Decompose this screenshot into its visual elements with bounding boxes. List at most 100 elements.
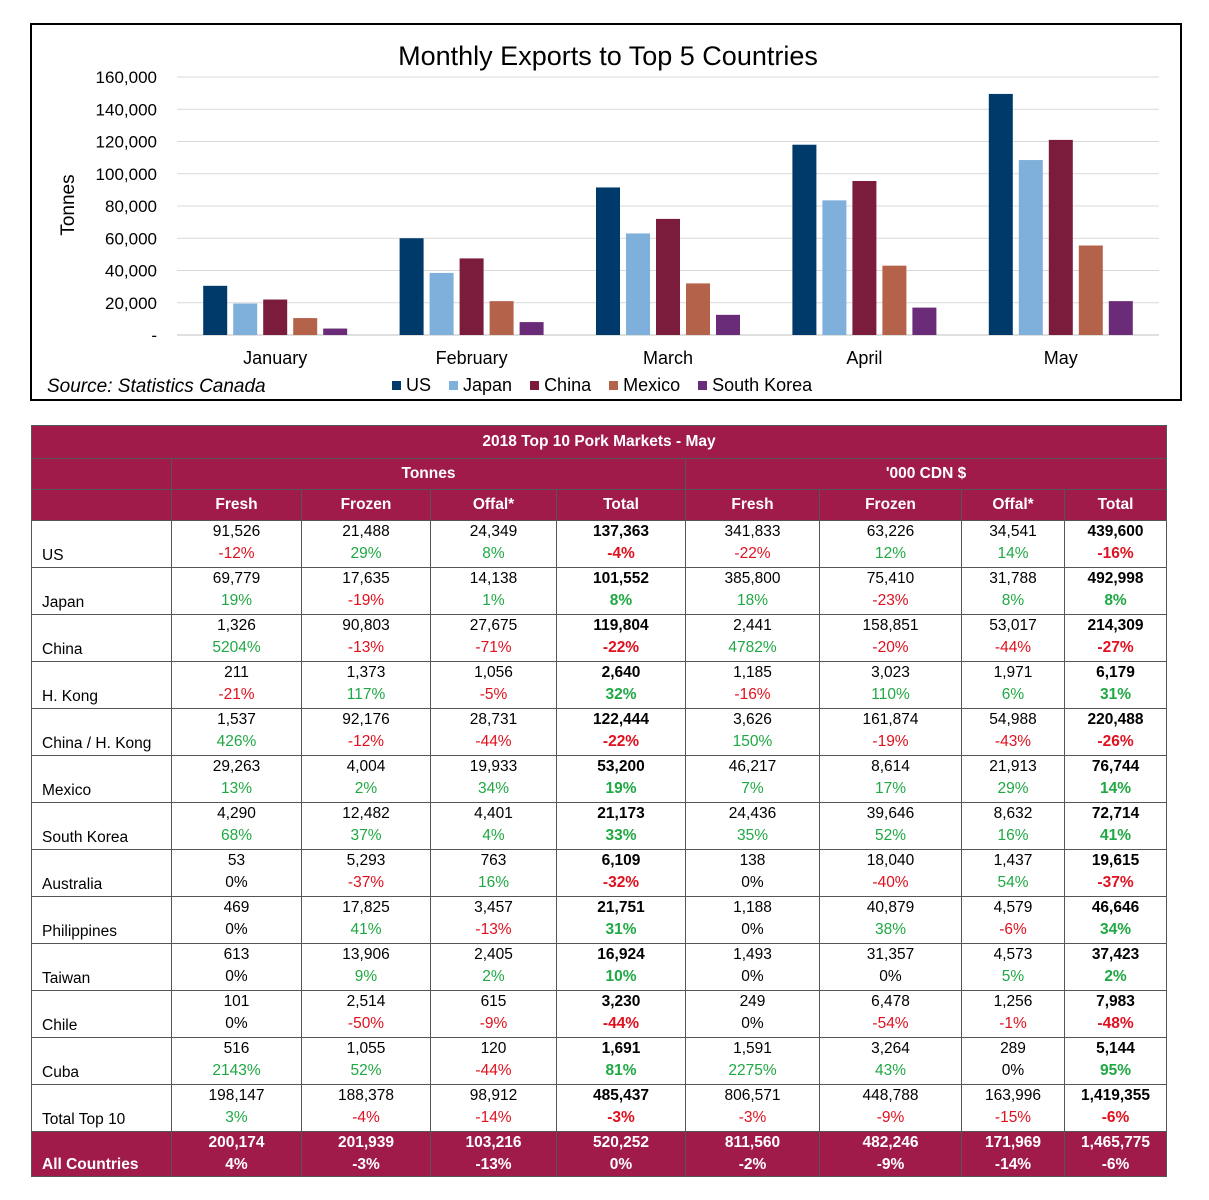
column-header: Frozen: [301, 489, 431, 521]
cell-value: 3,023: [871, 664, 910, 681]
group-header-value: '000 CDN $: [684, 458, 1168, 490]
country-label: China: [31, 614, 172, 662]
cell-value: 6,109: [601, 852, 641, 869]
bar-us-january: [203, 285, 228, 335]
y-tick-label: 160,000: [96, 68, 157, 87]
cell-change: -54%: [872, 1015, 909, 1032]
cell-change: -6%: [1101, 1156, 1130, 1173]
cell-value: 4,573: [993, 946, 1033, 963]
table-cell: 211 -21%: [171, 661, 302, 709]
table-row: China 1,326 5204% 90,803 -13% 27,675 -71% 119,8…: [31, 614, 1168, 662]
source-label: Source:: [47, 376, 113, 397]
cell-change: 2143%: [212, 1062, 261, 1079]
cell-change: -9%: [479, 1015, 508, 1032]
table-cell: 2,405 2%: [430, 943, 557, 991]
country-label: China / H. Kong: [31, 708, 172, 756]
table-cell: 1,419,355 -6%: [1063, 1084, 1168, 1132]
cell-change: -32%: [602, 874, 640, 891]
table-cell: 4,401 4%: [430, 802, 557, 850]
cell-value: 1,691: [601, 1040, 641, 1057]
cell-value: 120: [480, 1040, 507, 1057]
table-cell: 214,309 -27%: [1063, 614, 1168, 662]
bar-us-april: [792, 144, 817, 335]
cell-change: -37%: [347, 874, 385, 891]
table-cell: 138 0%: [685, 849, 820, 897]
cell-value: 13,906: [342, 946, 390, 963]
y-axis-label: Tonnes: [58, 174, 79, 235]
cell-value: 341,833: [724, 523, 781, 540]
table-cell: 137,363 -4%: [556, 520, 686, 568]
table-cell: 21,751 31%: [556, 896, 686, 944]
cell-value: 615: [480, 993, 507, 1010]
cell-value: 19,933: [469, 758, 518, 775]
group-header-tonnes: Tonnes: [171, 458, 686, 490]
bar-china-february: [459, 258, 484, 335]
country-label: Cuba: [31, 1037, 172, 1085]
cell-value: 1,185: [733, 664, 772, 681]
cell-value: 21,488: [342, 523, 390, 540]
cell-change: 0%: [225, 874, 248, 891]
table-cell: 1,188 0%: [685, 896, 820, 944]
cell-value: 54,988: [989, 711, 1037, 728]
cell-change: 0%: [741, 968, 764, 985]
x-tick-label: May: [1044, 348, 1078, 368]
table-cell: 34,541 14%: [961, 520, 1065, 568]
bar-china-january: [263, 299, 288, 335]
cell-change: 0%: [1001, 1062, 1025, 1079]
table-cell: 249 0%: [685, 990, 820, 1038]
table-cell: 2,640 32%: [556, 661, 686, 709]
cell-change: 38%: [874, 921, 907, 938]
cell-value: 439,600: [1087, 523, 1144, 540]
table-cell: 1,591 2275%: [685, 1037, 820, 1085]
cell-value: 31,788: [989, 570, 1037, 587]
cell-change: 17%: [874, 780, 907, 797]
table-row: Philippines 469 0% 17,825 41% 3,457 -13% 21,751…: [31, 896, 1168, 944]
cell-value: 763: [480, 852, 507, 869]
table-cell: 1,055 52%: [301, 1037, 431, 1085]
table-cell: 811,560 -2%: [685, 1131, 820, 1177]
x-tick-label: February: [436, 348, 508, 368]
table-cell: 13,906 9%: [301, 943, 431, 991]
cell-value: 613: [223, 946, 250, 963]
table-cell: 1,056 -5%: [430, 661, 557, 709]
table-cell: 12,482 37%: [301, 802, 431, 850]
table-cell: 8,632 16%: [961, 802, 1065, 850]
table-row: Cuba 516 2143% 1,055 52% 120 -44% 1,691 81% 1,591…: [31, 1037, 1168, 1085]
cell-value: 17,825: [342, 899, 390, 916]
bar-mexico-may: [1078, 245, 1103, 335]
cell-value: 19,615: [1091, 852, 1140, 869]
cell-change: 117%: [346, 686, 386, 703]
cell-value: 53,017: [989, 617, 1037, 634]
cell-change: -22%: [602, 733, 640, 750]
cell-change: -1%: [999, 1015, 1027, 1032]
cell-change: 110%: [871, 686, 910, 703]
cell-change: -12%: [218, 545, 255, 562]
table-cell: 16,924 10%: [556, 943, 686, 991]
legend-swatch: [698, 381, 708, 390]
cell-change: 54%: [997, 874, 1029, 891]
table-cell: 92,176 -12%: [301, 708, 431, 756]
cell-change: 8%: [482, 545, 505, 562]
cell-change: 5204%: [212, 639, 261, 656]
header-blank: [31, 458, 172, 490]
cell-value: 1,465,775: [1081, 1134, 1150, 1151]
cell-value: 5,144: [1096, 1040, 1135, 1057]
table-cell: 103,216 -13%: [430, 1131, 557, 1177]
cell-value: 46,646: [1091, 899, 1140, 916]
cell-value: 31,357: [866, 946, 915, 963]
cell-change: 0%: [741, 874, 764, 891]
cell-value: 101,552: [592, 570, 650, 587]
cell-change: 16%: [997, 827, 1029, 844]
y-tick-label: 140,000: [96, 100, 157, 119]
column-header: Fresh: [685, 489, 820, 521]
table-cell: 40,879 38%: [819, 896, 962, 944]
cell-change: 31%: [1100, 686, 1132, 703]
country-label: Total Top 10: [31, 1084, 172, 1132]
cell-value: 1,256: [993, 993, 1033, 1010]
cell-value: 5,293: [346, 852, 386, 869]
cell-value: 220,488: [1087, 711, 1144, 728]
cell-value: 171,969: [984, 1134, 1042, 1151]
cell-change: 37%: [350, 827, 382, 844]
table-cell: 91,526 -12%: [171, 520, 302, 568]
legend-item: US: [392, 375, 431, 396]
